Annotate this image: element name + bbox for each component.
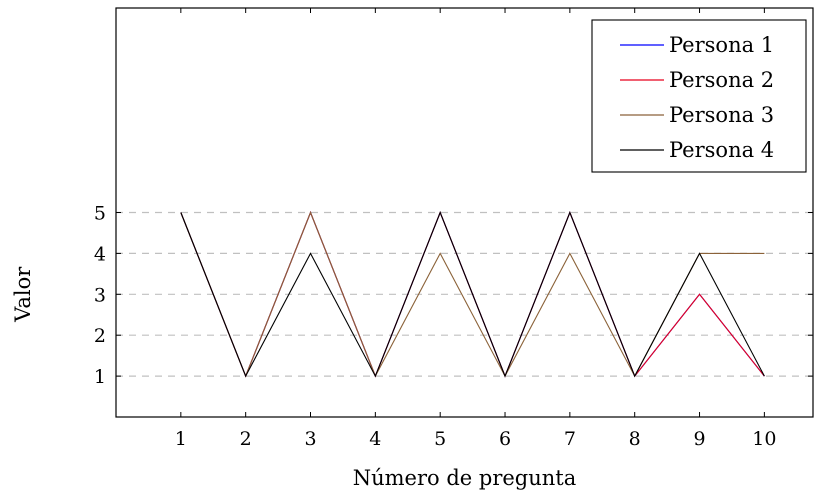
series-lines <box>180 211 765 378</box>
x-tick-label-6: 6 <box>499 428 511 450</box>
x-tick-label-2: 2 <box>240 428 252 450</box>
y-tick-label-5: 5 <box>94 203 106 225</box>
x-tick-label-1: 1 <box>175 428 187 450</box>
legend: Persona 1 Persona 2 Persona 3 Persona 4 <box>591 19 807 173</box>
x-tick-label-9: 9 <box>693 428 705 450</box>
y-tick-label-4: 4 <box>94 243 106 265</box>
x-tick-label-5: 5 <box>434 428 446 450</box>
series-line-4 <box>180 211 765 378</box>
y-tick-label-1: 1 <box>94 366 106 388</box>
legend-label-1: Persona 1 <box>669 33 774 57</box>
axis-ticks: 1 2 3 4 5 1 2 3 4 5 6 7 8 9 10 <box>94 8 813 450</box>
x-tick-label-8: 8 <box>629 428 641 450</box>
y-tick-label-3: 3 <box>94 284 106 306</box>
y-axis-title: Valor <box>11 266 35 323</box>
x-tick-label-10: 10 <box>752 428 776 450</box>
legend-label-4: Persona 4 <box>669 138 774 162</box>
y-tick-label-2: 2 <box>94 325 106 347</box>
x-axis-title: Número de pregunta <box>353 466 577 490</box>
x-tick-label-4: 4 <box>369 428 381 450</box>
grid-lines <box>116 211 813 377</box>
x-tick-label-3: 3 <box>304 428 316 450</box>
legend-label-3: Persona 3 <box>669 103 774 127</box>
x-tick-label-7: 7 <box>564 428 576 450</box>
legend-label-2: Persona 2 <box>669 68 774 92</box>
